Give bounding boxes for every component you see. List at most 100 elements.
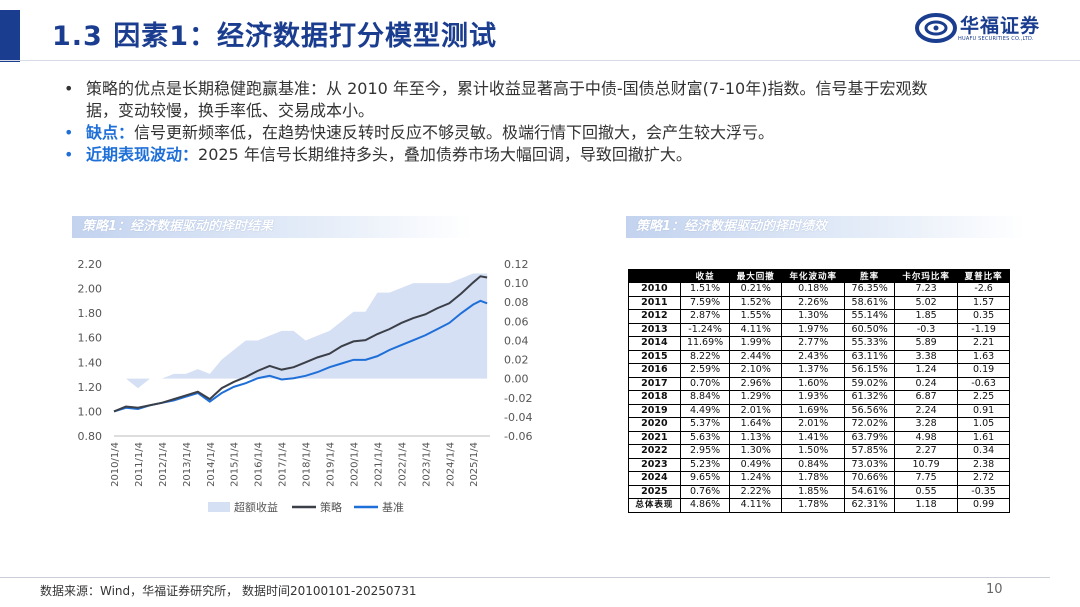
table-row: 2010 1.51% 0.21% 0.18% 76.35% 7.23 -2.6: [628, 282, 1010, 297]
table-cell: 6.87: [893, 390, 959, 405]
table-cell: 7.75: [893, 471, 959, 486]
x-tick-label: 2018/1/4: [302, 442, 313, 487]
y-right-tick-label: -0.02: [504, 392, 532, 405]
table-header-row: 收益 最大回撤 年化波动率 胜率 卡尔玛比率 夏普比率: [628, 269, 1010, 283]
table-row: 2022 2.95% 1.30% 1.50% 57.85% 2.27 0.34: [628, 444, 1010, 459]
table-cell: 2.77%: [781, 336, 846, 351]
y-right-tick-label: 0.06: [504, 315, 529, 328]
table-cell: 9.65%: [679, 471, 731, 486]
table-cell: -0.63: [957, 376, 1010, 391]
table-cell: 59.02%: [844, 376, 895, 391]
timing-result-chart: 2.20 2.00 1.80 1.60 1.40 1.20 1.00 0.80 0.12 0.10…: [68, 250, 538, 525]
table-cell: 70.66%: [844, 471, 895, 486]
table-row-label: 2012: [628, 309, 681, 324]
table-row-label: 2023: [628, 457, 681, 472]
table-row-label: 2018: [628, 390, 681, 405]
table-cell: 2.44%: [729, 349, 783, 364]
table-cell: 5.89: [893, 336, 959, 351]
x-tick-label: 2013/1/4: [182, 442, 193, 487]
data-source-note: 数据来源：Wind，华福证券研究所， 数据时间20100101-20250731: [40, 584, 417, 598]
y-left-tick-label: 0.80: [78, 430, 103, 443]
slide-header: 1.3 因素1：经济数据打分模型测试 华福证券 HUAFU SECURITIES…: [0, 0, 1080, 74]
table-cell: 76.35%: [844, 282, 895, 297]
bullet-dot-icon: •: [64, 145, 74, 164]
table-cell: 0.24: [893, 376, 959, 391]
table-cell: 1.64%: [729, 417, 783, 432]
table-row-label: 2013: [628, 322, 681, 337]
table-cell: 10.79: [893, 457, 959, 472]
x-tick-label: 2016/1/4: [254, 442, 265, 487]
x-tick-label: 2019/1/4: [326, 442, 337, 487]
y-right-tick-label: 0.08: [504, 296, 529, 309]
table-cell: 1.30%: [729, 444, 783, 459]
x-tick-label: 2017/1/4: [278, 442, 289, 487]
table-row: 总体表现 4.86% 4.11% 1.78% 62.31% 1.18 0.99: [628, 498, 1010, 513]
table-cell: 55.14%: [844, 309, 895, 324]
x-tick-label: 2022/1/4: [397, 442, 408, 487]
header-divider: [0, 60, 1080, 61]
table-cell: 5.63%: [679, 430, 731, 445]
table-cell: -0.3: [893, 322, 959, 337]
table-header-6: 夏普比率: [957, 269, 1010, 283]
table-cell: 1.24: [893, 363, 959, 378]
table-cell: 7.23: [893, 282, 959, 297]
table-cell: 2.22%: [729, 484, 783, 499]
bullet-disadvantage: • 缺点：信号更新频率低，在趋势快速反转时反应不够灵敏。极端行情下回撤大，会产生…: [60, 122, 940, 144]
x-tick-label: 2014/1/4: [206, 442, 217, 487]
y-left-tick-label: 1.00: [78, 405, 103, 418]
table-cell: 1.50%: [781, 444, 846, 459]
x-tick-label: 2023/1/4: [421, 442, 432, 487]
table-cell: 1.78%: [781, 471, 846, 486]
table-row: 2018 8.84% 1.29% 1.93% 61.32% 6.87 2.25: [628, 390, 1010, 405]
table-cell: 1.37%: [781, 363, 846, 378]
x-tick-label: 2020/1/4: [349, 442, 360, 487]
table-cell: 5.37%: [679, 417, 731, 432]
legend-excess-label: 超额收益: [234, 500, 278, 514]
table-cell: 1.29%: [729, 390, 783, 405]
title-accent-bar: [0, 10, 20, 62]
table-cell: 1.85%: [781, 484, 846, 499]
table-row-label: 2016: [628, 363, 681, 378]
table-cell: 1.41%: [781, 430, 846, 445]
chart-section-title: 策略1：经济数据驱动的择时结果: [72, 216, 472, 238]
table-cell: -2.6: [957, 282, 1010, 297]
x-tick-label: 2011/1/4: [134, 442, 145, 487]
table-cell: 2.01%: [729, 403, 783, 418]
table-row: 2020 5.37% 1.64% 2.01% 72.02% 3.28 1.05: [628, 417, 1010, 432]
table-cell: 0.91: [957, 403, 1010, 418]
bullet-text: 策略的优点是长期稳健跑赢基准：从 2010 年至今，累计收益显著高于中债-国债总…: [86, 79, 928, 120]
table-cell: 0.21%: [729, 282, 783, 297]
x-tick-label: 2025/1/4: [469, 442, 480, 487]
table-row-label: 总体表现: [628, 498, 681, 513]
logo-name: 华福证券: [960, 15, 1041, 37]
table-cell: 7.59%: [679, 295, 731, 310]
table-body: 2010 1.51% 0.21% 0.18% 76.35% 7.23 -2.6 2011 7.5…: [628, 282, 1010, 513]
table-header-2: 最大回撤: [729, 269, 783, 283]
y-right-tick-label: 0.00: [504, 373, 529, 386]
table-cell: 72.02%: [844, 417, 895, 432]
table-cell: 1.13%: [729, 430, 783, 445]
table-row-label: 2011: [628, 295, 681, 310]
table-cell: 2.38: [957, 457, 1010, 472]
table-cell: 2.26%: [781, 295, 846, 310]
table-header-5: 卡尔玛比率: [893, 269, 959, 283]
table-cell: 55.33%: [844, 336, 895, 351]
table-cell: 1.30%: [781, 309, 846, 324]
bullet-dot-icon: •: [64, 79, 74, 98]
performance-table-grid: 收益 最大回撤 年化波动率 胜率 卡尔玛比率 夏普比率 2010 1.51% 0.21% 0.1…: [628, 269, 1010, 513]
y-left-tick-label: 1.40: [78, 356, 103, 369]
page-title: 1.3 因素1：经济数据打分模型测试: [52, 21, 498, 52]
x-tick-label: 2015/1/4: [230, 442, 241, 487]
y-right-tick-label: 0.12: [504, 258, 529, 271]
table-cell: 1.52%: [729, 295, 783, 310]
table-row: 2016 2.59% 2.10% 1.37% 56.15% 1.24 0.19: [628, 363, 1010, 378]
table-cell: 2.72: [957, 471, 1010, 486]
table-cell: 1.63: [957, 349, 1010, 364]
table-cell: 1.24%: [729, 471, 783, 486]
excess-return-area: [114, 273, 488, 389]
page-number: 10: [986, 582, 1003, 597]
bullet-recent: • 近期表现波动：2025 年信号长期维持多头，叠加债券市场大幅回调，导致回撤扩…: [60, 144, 940, 166]
table-cell: 56.56%: [844, 403, 895, 418]
table-section-title: 策略1：经济数据驱动的择时绩效: [626, 216, 1026, 238]
table-cell: 4.49%: [679, 403, 731, 418]
